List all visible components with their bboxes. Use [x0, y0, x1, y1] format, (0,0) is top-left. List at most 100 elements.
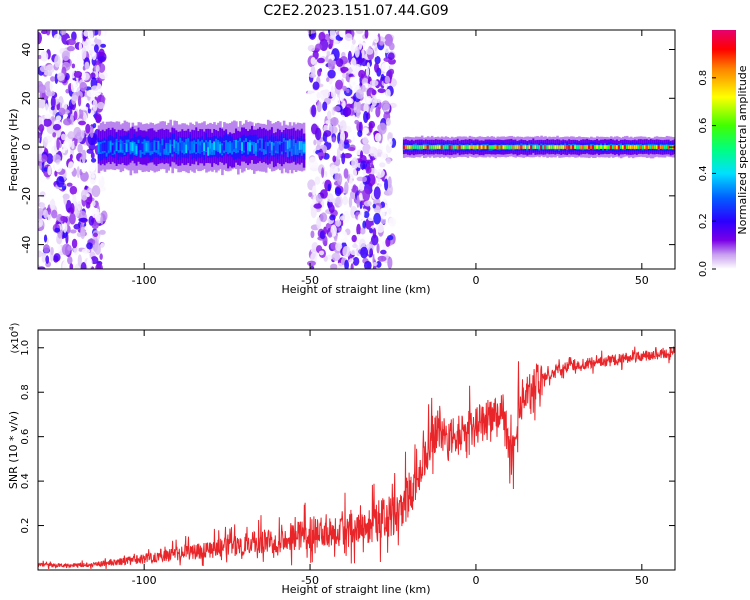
- heatmap-noise-cell: [60, 133, 66, 141]
- snr-panel: -100 -50 0 50 0.2 0.4 0.6 0.8 1.0 Height of str…: [7, 322, 676, 596]
- heatmap-noise-cell: [380, 249, 387, 255]
- snr-scale-label: (x104): [8, 322, 21, 353]
- heatmap-noise-cell: [343, 40, 349, 50]
- heatmap-noise-cell: [364, 159, 372, 164]
- heatmap-band-core: [223, 141, 226, 151]
- heatmap-noise-cell: [311, 104, 317, 118]
- heatmap-band-core: [558, 145, 561, 149]
- heatmap-band-core: [139, 141, 143, 151]
- heatmap-noise-cell: [53, 33, 62, 43]
- heatmap-noise-cell: [347, 50, 352, 63]
- heatmap-noise-cell: [348, 258, 354, 263]
- colorbar-tick-label: 0.2: [698, 213, 709, 229]
- heatmap-noise-cell: [100, 215, 104, 225]
- heatmap-band-core: [145, 142, 149, 152]
- heatmap-noise-cell: [67, 38, 76, 46]
- heatmap-noise-cell: [319, 212, 328, 223]
- heatmap-noise-cell: [322, 89, 330, 99]
- heatmap-noise-cell: [51, 209, 58, 219]
- heatmap-band-core: [213, 141, 216, 150]
- heatmap-band-core: [402, 145, 406, 149]
- heatmap-band-core: [613, 145, 617, 149]
- heatmap-noise-cell: [373, 118, 381, 123]
- heatmap-band-core: [633, 145, 637, 149]
- heatmap-band-core: [195, 143, 198, 153]
- heatmap-noise-cell: [80, 262, 87, 269]
- heatmap-marks: [38, 30, 675, 269]
- heatmap-band-core: [290, 140, 294, 149]
- heatmap-noise-cell: [364, 30, 369, 39]
- heatmap-noise-cell: [47, 165, 52, 176]
- colorbar: 0.0 0.2 0.4 0.6 0.8 Normalized spectral ampl…: [698, 30, 749, 277]
- heatmap-band-core: [586, 145, 589, 149]
- snr-y-axis-label: SNR (10 * v/v): [7, 411, 20, 489]
- heatmap-noise-cell: [379, 162, 386, 168]
- heatmap-noise-cell: [84, 61, 90, 70]
- heatmap-band-core: [600, 145, 603, 149]
- heatmap-band-core: [294, 145, 298, 154]
- heatmap-band-core: [151, 142, 155, 151]
- heatmap-band-core: [292, 146, 296, 155]
- heatmap-noise-cell: [336, 173, 343, 185]
- heatmap-noise-cell: [372, 228, 377, 239]
- heatmap-noise-cell: [310, 65, 316, 77]
- heatmap-noise-cell: [45, 103, 49, 113]
- heatmap-noise-cell: [340, 66, 349, 72]
- heatmap-band-core: [432, 145, 436, 149]
- snr-y-tick-label: 0.6: [20, 429, 31, 445]
- heatmap-noise-cell: [73, 223, 81, 230]
- heatmap-band-core: [300, 141, 304, 150]
- heatmap-noise-cell: [356, 223, 361, 236]
- heatmap-noise-cell: [98, 71, 108, 80]
- heatmap-noise-cell: [96, 34, 105, 40]
- heatmap-noise-cell: [387, 235, 394, 241]
- heatmap-band-core: [492, 145, 496, 149]
- heatmap-noise-cell: [349, 76, 358, 87]
- heatmap-noise-cell: [76, 129, 83, 137]
- heatmap-noise-cell: [43, 228, 50, 236]
- heatmap-noise-cell: [326, 135, 332, 143]
- heatmap-band-core: [163, 140, 166, 149]
- heatmap-noise-cell: [62, 260, 69, 269]
- heatmap-noise-cell: [81, 164, 87, 174]
- heatmap-band-core: [270, 141, 274, 151]
- heatmap-noise-cell: [344, 33, 353, 42]
- heatmap-noise-cell: [50, 76, 56, 82]
- heatmap-band-core: [578, 145, 581, 149]
- heatmap-band-core: [484, 145, 488, 149]
- heatmap-noise-cell: [320, 189, 328, 199]
- heatmap-noise-cell: [363, 200, 372, 207]
- heatmap-band-core: [258, 139, 262, 149]
- heatmap-band-core: [625, 145, 629, 149]
- heatmap-band-core: [641, 145, 645, 149]
- heatmap-band-core: [448, 145, 452, 149]
- heatmap-y-tick-label: -20: [20, 187, 33, 205]
- heatmap-band-core: [97, 143, 101, 153]
- heatmap-noise-cell: [329, 35, 336, 40]
- heatmap-noise-cell: [348, 176, 354, 190]
- heatmap-band-core: [526, 145, 529, 149]
- heatmap-noise-cell: [61, 185, 67, 191]
- heatmap-noise-cell: [77, 143, 83, 154]
- heatmap-noise-cell: [350, 263, 354, 269]
- heatmap-noise-cell: [335, 196, 341, 206]
- heatmap-band-core: [665, 145, 669, 149]
- heatmap-band-core: [125, 143, 129, 153]
- heatmap-noise-cell: [369, 248, 374, 258]
- heatmap-band-core: [302, 143, 306, 153]
- heatmap-noise-cell: [342, 196, 349, 206]
- heatmap-noise-cell: [68, 240, 73, 246]
- heatmap-band-core: [183, 143, 186, 153]
- heatmap-band-core: [123, 144, 127, 153]
- heatmap-noise-cell: [335, 219, 342, 227]
- heatmap-noise-cell: [93, 232, 98, 237]
- heatmap-noise-cell: [384, 178, 389, 191]
- heatmap-band-core: [560, 145, 563, 149]
- heatmap-band-core: [135, 145, 139, 155]
- heatmap-noise-cell: [56, 72, 65, 81]
- heatmap-band-cell: [290, 144, 294, 157]
- heatmap-noise-cell: [343, 153, 352, 159]
- snr-y-tick-label: 1.0: [20, 340, 31, 356]
- heatmap-noise-cell: [369, 79, 379, 87]
- heatmap-noise-cell: [330, 263, 338, 269]
